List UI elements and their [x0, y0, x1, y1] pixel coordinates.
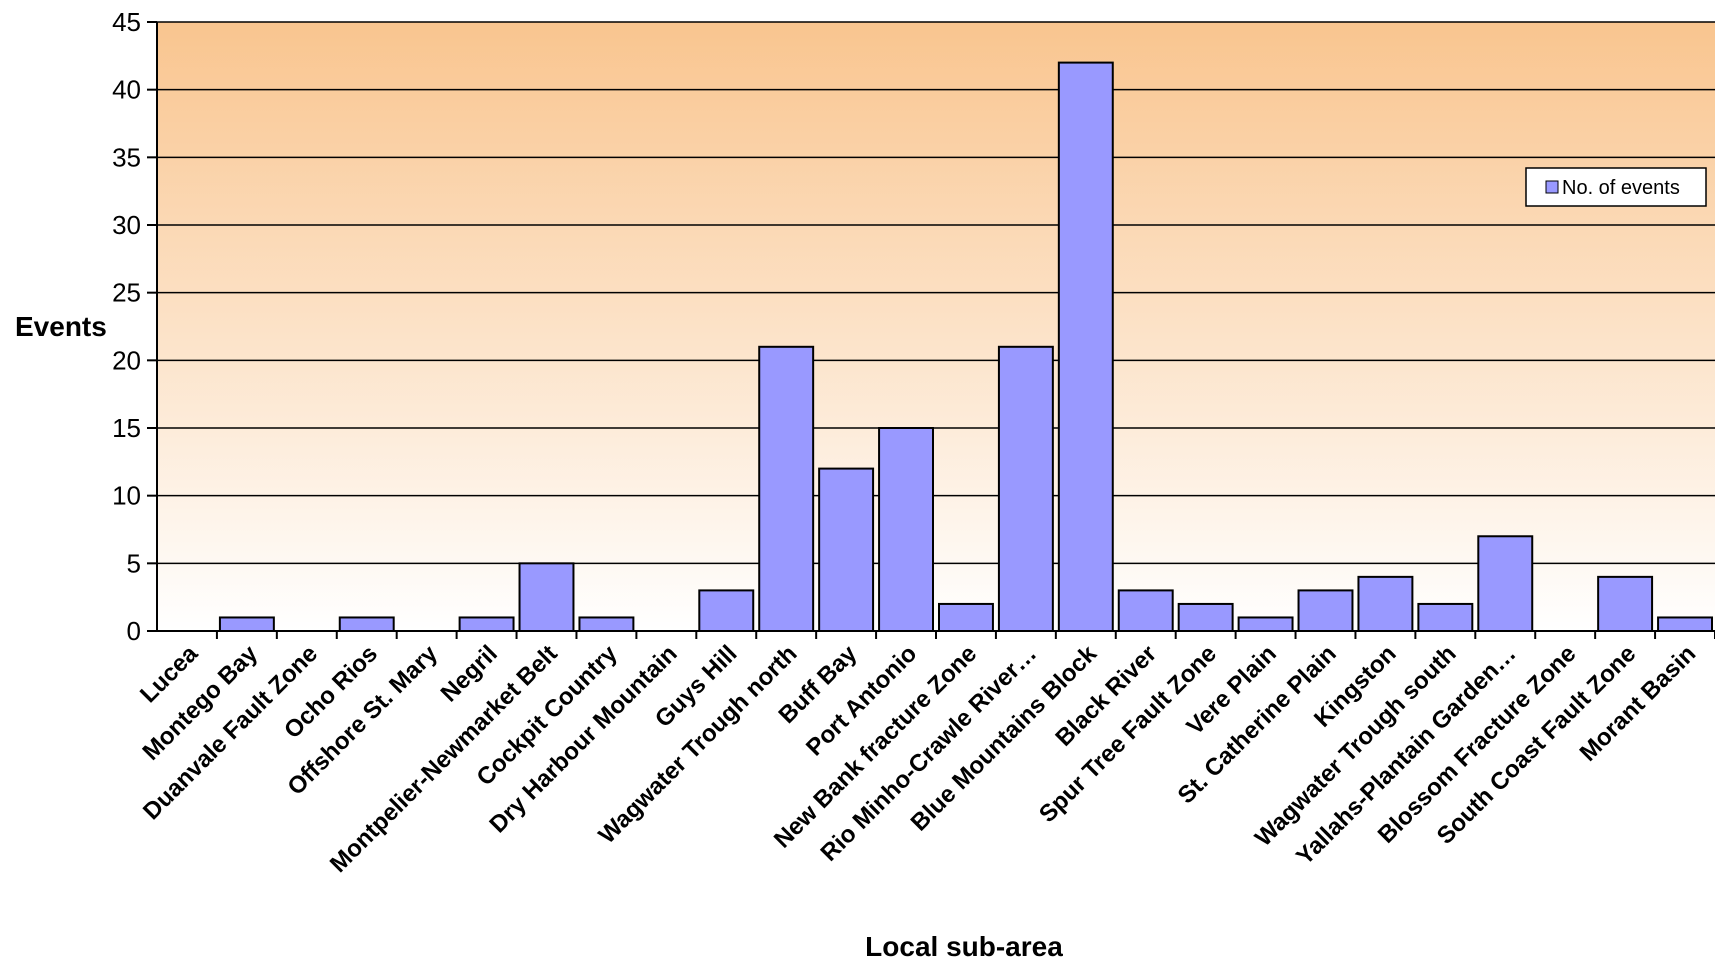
legend-label: No. of events [1562, 177, 1680, 199]
bars [218, 61, 1714, 633]
legend-box [1525, 167, 1707, 207]
bar [1177, 602, 1234, 633]
bar [1357, 575, 1414, 632]
legend-swatch [1545, 180, 1559, 194]
y-tick-label: 5 [127, 548, 141, 578]
bar [1057, 61, 1114, 633]
y-tick-label: 25 [112, 278, 141, 308]
legend: No. of events [1525, 167, 1707, 207]
gridlines [157, 21, 1715, 565]
bar [818, 467, 875, 632]
bar [1657, 616, 1714, 633]
bar [1597, 575, 1654, 632]
bar [1417, 602, 1474, 633]
bar [338, 616, 395, 633]
y-tick-label: 10 [112, 481, 141, 511]
y-tick-label: 15 [112, 413, 141, 443]
x-axis-title: Local sub-area [865, 931, 1063, 961]
bar [1297, 589, 1354, 633]
y-tick-label: 30 [112, 210, 141, 240]
bar [878, 427, 935, 632]
bar [1237, 616, 1294, 633]
bar [1477, 535, 1534, 632]
bar [758, 345, 815, 632]
y-tick-label: 40 [112, 75, 141, 105]
bar [997, 345, 1054, 632]
y-tick-label: 35 [112, 142, 141, 172]
bar [578, 616, 635, 633]
plot-area [157, 22, 1715, 631]
y-tick-label: 20 [112, 345, 141, 375]
y-tick-label: 0 [127, 616, 141, 646]
y-tick-label: 45 [112, 7, 141, 37]
y-tick-labels: 0 5 10 15 20 25 30 35 40 45 [112, 7, 141, 646]
bar [218, 616, 275, 633]
bar [937, 602, 994, 633]
y-axis-title: Events [15, 311, 107, 342]
bar [698, 589, 755, 633]
bar [458, 616, 515, 633]
axes [147, 21, 1715, 639]
bar [1117, 589, 1174, 633]
bar [518, 562, 575, 632]
